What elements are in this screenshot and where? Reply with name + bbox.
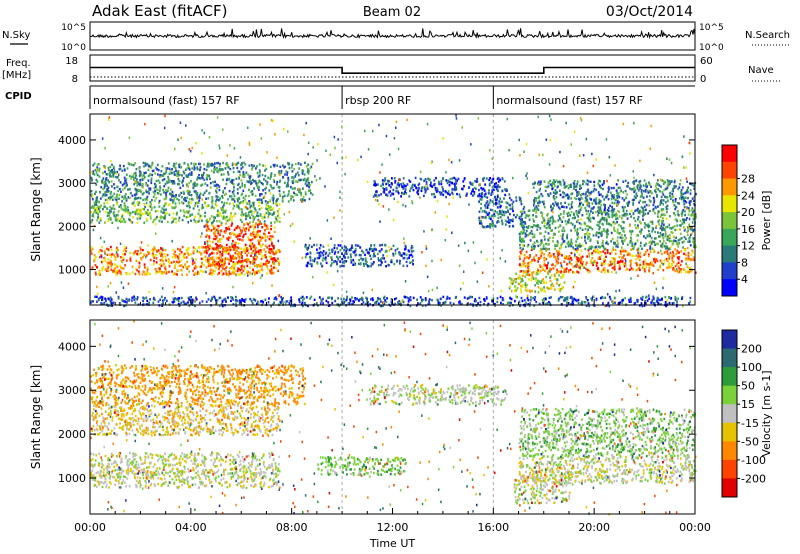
velocity-ytick-label-1: 2000 [58,428,86,441]
velocity-ytick-label-2: 3000 [58,384,86,397]
count-tick-right-bottom: 10^0 [699,43,724,53]
nave-tick-bottom: 0 [700,74,706,85]
velocity-region-2 [90,364,306,406]
count-tick-left-top: 10^5 [61,23,86,33]
velocity-cbar-label-4: -15 [741,417,759,430]
power-colorbar-cell-8 [722,279,737,297]
cpid-label: CPID [5,91,32,102]
power-colorbar-frame [721,144,738,297]
power-cbar-label-0: 4 [741,273,748,286]
velocity-cbar-label-3: 15 [741,398,755,411]
count-tick-right-top: 10^5 [699,23,724,33]
nave-label: Nave [748,65,774,76]
power-ylabel: Slant Range [km] [29,157,43,261]
nsky-trace [89,28,696,40]
velocity-noise-cells [90,320,691,516]
power-colorbar-cell-5 [722,228,737,247]
freq-unit-label: [MHz] [2,70,31,81]
power-region-1 [203,222,276,268]
power-colorbar-cell-2 [722,178,737,196]
power-cbar-label-1: 8 [741,256,748,269]
power-colorbar-cell-6 [722,245,737,263]
velocity-cbar-label-1: 100 [741,361,762,374]
velocity-colorbar-cell-6 [722,441,737,461]
freq-tick-bottom: 8 [72,74,78,85]
power-noise-cells [90,114,695,308]
velocity-scatter-cells [90,320,697,516]
velocity-colorbar-cell-5 [722,422,737,442]
power-colorbar-cell-3 [722,195,737,213]
cpid-segment-1: rbsp 200 RF [345,94,411,107]
power-panel-bg [90,114,695,305]
xtick-label-5: 20:00 [578,521,610,534]
power-cbar-label-2: 12 [741,240,755,253]
power-cbar-label-6: 28 [741,173,755,186]
power-region-9 [518,248,697,275]
velocity-colorbar-cell-4 [722,404,737,424]
freq-tick-top: 18 [65,56,78,67]
velocity-region-7 [317,456,407,476]
velocity-cbar-label-5: -50 [741,435,759,448]
power-colorbar-cell-1 [722,161,737,180]
velocity-region-5 [518,407,697,459]
power-cbar-label-4: 20 [741,206,755,219]
power-cbar-label-3: 16 [741,223,755,236]
beam-label: Beam 02 [363,5,421,20]
power-scatter-cells [90,114,697,308]
velocity-ytick-label-0: 1000 [58,472,86,485]
velocity-colorbar-frame [721,329,738,498]
freq-label: Freq. [6,58,31,69]
date-label: 03/Oct/2014 [606,4,693,20]
velocity-region-0 [90,451,281,490]
power-ytick-label-3: 4000 [58,134,86,147]
nsearch-label: N.Search [745,30,790,41]
cpid-segment-0: normalsound (fast) 157 RF [93,94,240,107]
frequency-trace [90,66,695,74]
count-tick-left-bottom: 10^0 [61,43,86,53]
velocity-cbar-title: Velocity [m s-1] [760,370,773,456]
xtick-label-6: 00:00 [679,521,711,534]
power-region-10 [518,209,697,251]
power-region-4 [304,243,344,268]
power-cbar-title: Power [dB] [760,191,773,251]
velocity-ytick-label-3: 4000 [58,340,86,353]
velocity-colorbar-cell-0 [722,330,737,350]
power-ytick-label-1: 2000 [58,220,86,233]
velocity-region-6 [368,383,508,406]
power-region-3 [90,161,314,203]
velocity-colorbar-cell-8 [722,478,737,498]
velocity-colorbar-cell-7 [722,459,737,479]
power-region-7 [478,196,526,229]
velocity-colorbar-cell-3 [722,385,737,405]
nave-tick-top: 60 [700,56,713,67]
xtick-label-2: 08:00 [276,521,308,534]
velocity-cbar-label-0: 200 [741,343,762,356]
velocity-cbar-label-6: -100 [741,454,766,467]
power-colorbar-cell-0 [722,145,737,163]
velocity-colorbar-cell-2 [722,367,737,387]
velocity-colorbar-cell-1 [722,348,737,368]
power-ytick-label-0: 1000 [58,264,86,277]
xtick-label-0: 00:00 [74,521,106,534]
station-title: Adak East (fitACF) [92,2,227,20]
power-region-0 [90,245,281,276]
cpid-segment-2: normalsound (fast) 157 RF [496,94,643,107]
xtick-label-3: 12:00 [377,521,409,534]
xtick-label-4: 16:00 [477,521,509,534]
power-cbar-label-5: 24 [741,189,755,202]
velocity-region-1 [90,403,281,437]
xaxis-title: Time UT [369,537,415,550]
nsky-label: N.Sky [2,30,30,41]
power-colorbar-cell-4 [722,212,737,230]
power-ytick-label-2: 3000 [58,177,86,190]
velocity-cbar-label-7: -200 [741,472,766,485]
velocity-ylabel: Slant Range [km] [29,365,43,469]
velocity-cbar-label-2: 50 [741,380,755,393]
power-colorbar-cell-7 [722,262,737,280]
xtick-label-1: 04:00 [175,521,207,534]
